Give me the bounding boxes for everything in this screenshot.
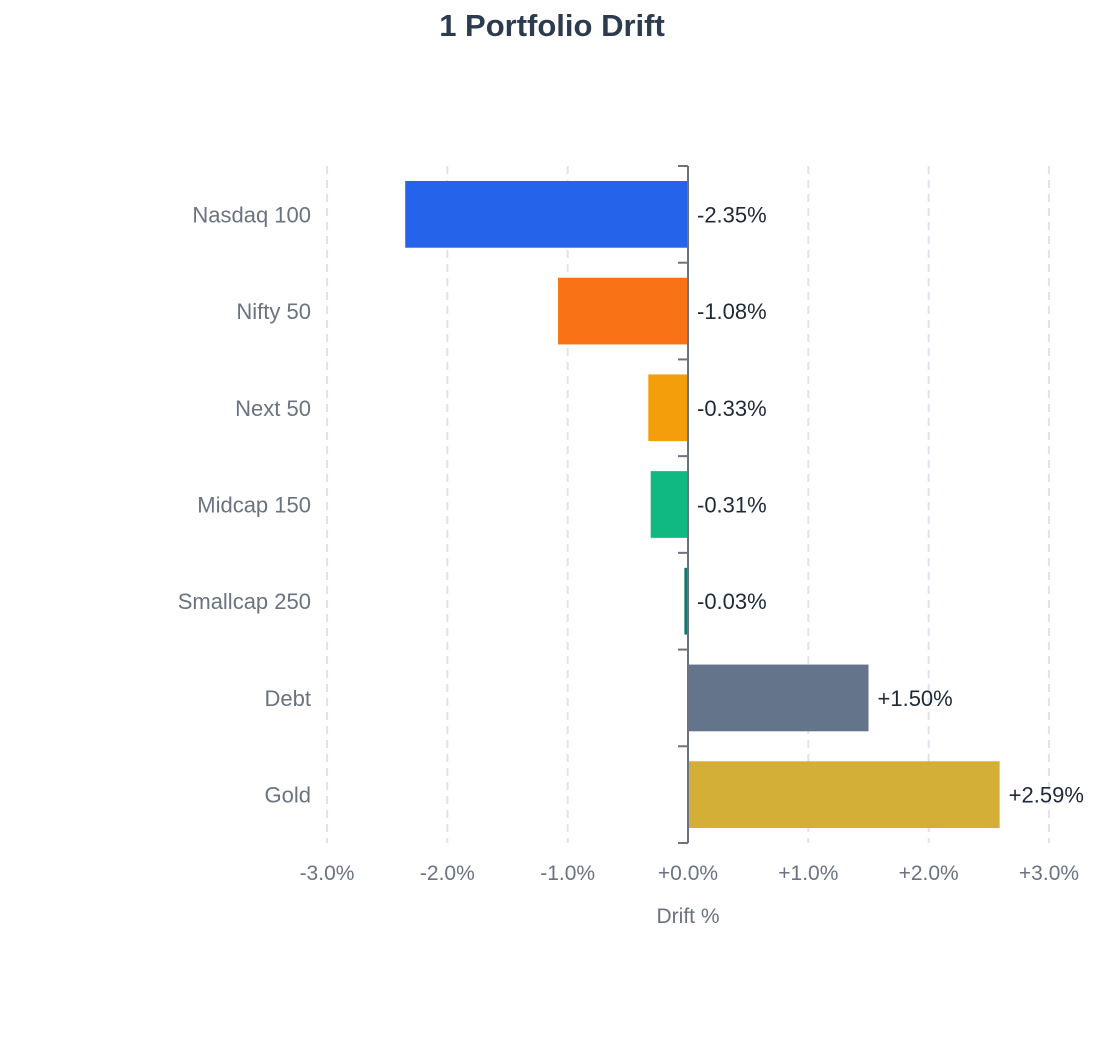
value-label: -1.08% [697,299,767,324]
x-tick-label: +1.0% [778,862,838,885]
bar-midcap-150 [650,471,688,538]
bars-layer [405,180,1000,829]
bar-debt [688,664,869,732]
value-label: -0.33% [697,396,767,421]
value-label: -0.03% [697,589,767,614]
category-label: Nasdaq 100 [192,202,311,227]
x-tick-label: -3.0% [300,862,355,885]
category-label: Gold [265,783,311,808]
value-label: +2.59% [1009,783,1084,808]
bar-next-50 [648,374,688,442]
category-label: Midcap 150 [197,493,311,518]
x-tick-label: -1.0% [540,862,595,885]
category-label: Nifty 50 [236,299,311,324]
category-label: Smallcap 250 [178,589,311,614]
x-tick-label: +3.0% [1019,862,1079,885]
x-axis-title: Drift % [657,905,720,928]
labels-layer: -3.0% -2.0% -1.0% +0.0% +1.0% +2.0% +3.0% Nasda… [178,202,1084,885]
bar-gold [688,761,1000,829]
axis-layer [678,165,689,844]
value-label: -2.35% [697,202,767,227]
bar-nifty-50 [558,277,688,345]
category-label: Debt [265,686,311,711]
category-label: Next 50 [235,396,311,421]
value-label: -0.31% [697,493,767,518]
bar-nasdaq-100 [405,180,688,248]
x-tick-label: -2.0% [420,862,475,885]
chart-title: 1 Portfolio Drift [439,8,665,43]
value-label: +1.50% [878,686,953,711]
x-tick-label: +0.0% [658,862,718,885]
bar-smallcap-250 [684,567,688,635]
x-tick-label: +2.0% [899,862,959,885]
